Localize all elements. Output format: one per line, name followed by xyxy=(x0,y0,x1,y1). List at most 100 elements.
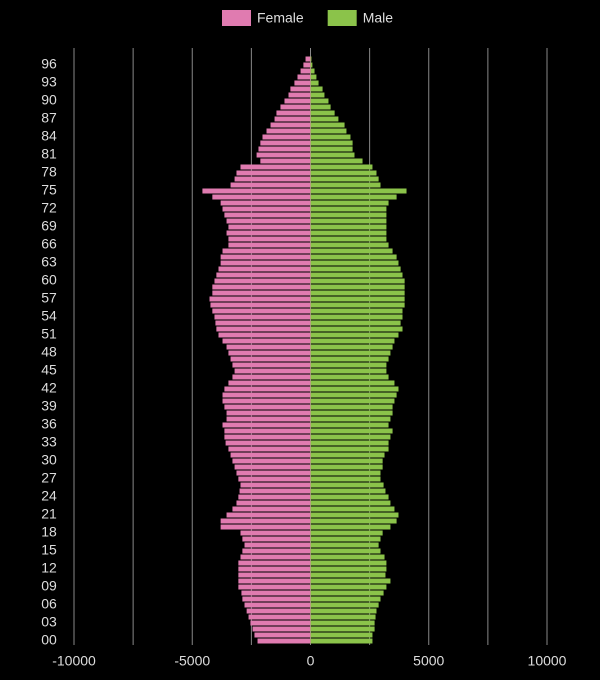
bar xyxy=(310,80,319,86)
bar xyxy=(228,224,311,230)
bar xyxy=(310,290,405,296)
bar xyxy=(310,608,377,614)
y-tick-label: 12 xyxy=(41,560,57,576)
bar xyxy=(310,542,379,548)
y-tick-label: 84 xyxy=(41,128,57,144)
y-tick-label: 60 xyxy=(41,272,57,288)
bar xyxy=(310,392,397,398)
bar xyxy=(241,590,311,596)
x-tick-label: -5000 xyxy=(174,653,210,669)
y-tick-label: 45 xyxy=(41,362,57,378)
bar xyxy=(305,56,311,62)
y-tick-label: 96 xyxy=(41,56,57,72)
bar xyxy=(224,428,311,434)
bar xyxy=(222,338,311,344)
bar xyxy=(310,446,389,452)
bar xyxy=(310,56,312,62)
bar xyxy=(310,200,389,206)
bar xyxy=(240,530,311,536)
bar xyxy=(224,386,311,392)
bar xyxy=(226,230,311,236)
bar xyxy=(310,488,386,494)
bar xyxy=(310,146,353,152)
y-tick-label: 06 xyxy=(41,596,57,612)
y-tick-label: 09 xyxy=(41,578,57,594)
bar xyxy=(202,188,311,194)
bar xyxy=(310,278,405,284)
bar xyxy=(310,506,395,512)
bar xyxy=(294,80,311,86)
bar xyxy=(220,518,311,524)
bar xyxy=(310,314,403,320)
bar xyxy=(290,86,311,92)
bar xyxy=(228,236,311,242)
bar xyxy=(310,428,393,434)
bar xyxy=(242,596,311,602)
bar xyxy=(230,182,311,188)
bar xyxy=(284,98,311,104)
bar xyxy=(232,458,311,464)
bar xyxy=(310,194,397,200)
y-tick-label: 90 xyxy=(41,92,57,108)
bar xyxy=(310,182,381,188)
bar xyxy=(310,164,373,170)
bar xyxy=(310,458,383,464)
bar xyxy=(310,344,393,350)
bar xyxy=(310,590,384,596)
bar xyxy=(226,410,311,416)
bar xyxy=(214,278,311,284)
bar xyxy=(310,212,387,218)
bar xyxy=(310,356,389,362)
bar xyxy=(310,584,387,590)
bar xyxy=(310,602,379,608)
bar xyxy=(310,470,381,476)
bar xyxy=(226,512,311,518)
bar xyxy=(310,272,403,278)
bar xyxy=(238,560,311,566)
bar xyxy=(228,446,311,452)
y-tick-label: 03 xyxy=(41,614,57,630)
y-tick-label: 72 xyxy=(41,200,57,216)
bar xyxy=(310,62,313,68)
bar xyxy=(310,380,395,386)
bar xyxy=(252,626,311,632)
bar xyxy=(260,140,311,146)
bar xyxy=(310,284,405,290)
bar xyxy=(242,548,311,554)
bar xyxy=(310,530,383,536)
bar xyxy=(310,566,387,572)
bar xyxy=(310,620,375,626)
bar xyxy=(310,134,351,140)
bar xyxy=(310,218,387,224)
bar xyxy=(238,584,311,590)
bar xyxy=(215,320,311,326)
bar xyxy=(310,476,381,482)
bar xyxy=(310,614,376,620)
bar xyxy=(246,608,311,614)
bar xyxy=(310,338,395,344)
bar xyxy=(310,386,399,392)
bar xyxy=(254,632,311,638)
bar xyxy=(212,194,311,200)
bar xyxy=(310,320,401,326)
x-tick-label: 0 xyxy=(307,653,315,669)
bar xyxy=(244,602,311,608)
y-tick-label: 66 xyxy=(41,236,57,252)
bar xyxy=(310,308,403,314)
bar xyxy=(310,374,389,380)
y-tick-label: 54 xyxy=(41,308,57,324)
bar xyxy=(212,308,311,314)
bar xyxy=(236,170,311,176)
bar xyxy=(256,152,311,158)
bar xyxy=(310,422,389,428)
y-tick-label: 21 xyxy=(41,506,57,522)
bar xyxy=(258,146,311,152)
bar xyxy=(234,368,311,374)
bar xyxy=(297,74,311,80)
bar xyxy=(310,536,381,542)
bar xyxy=(310,524,391,530)
bar xyxy=(220,260,311,266)
y-tick-label: 15 xyxy=(41,542,57,558)
bar xyxy=(240,482,311,488)
bar xyxy=(310,482,384,488)
